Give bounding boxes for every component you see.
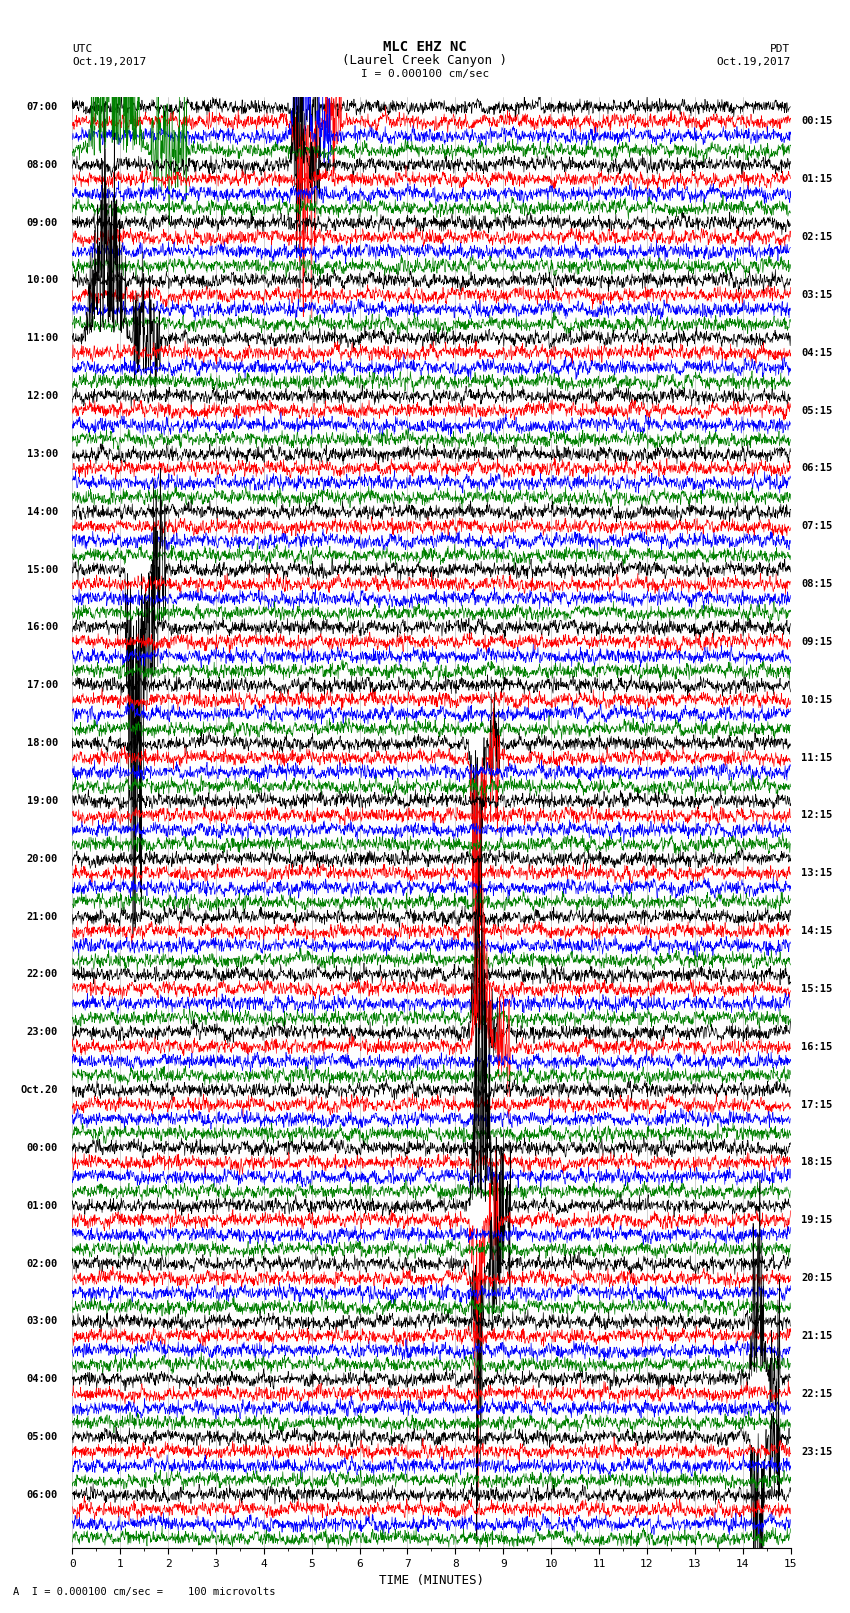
Text: 03:00: 03:00 bbox=[26, 1316, 58, 1326]
Text: 02:15: 02:15 bbox=[801, 232, 832, 242]
Text: 23:15: 23:15 bbox=[801, 1447, 832, 1457]
Text: A  I = 0.000100 cm/sec =    100 microvolts: A I = 0.000100 cm/sec = 100 microvolts bbox=[13, 1587, 275, 1597]
Text: 08:15: 08:15 bbox=[801, 579, 832, 589]
X-axis label: TIME (MINUTES): TIME (MINUTES) bbox=[379, 1574, 484, 1587]
Text: 16:15: 16:15 bbox=[801, 1042, 832, 1052]
Text: 04:00: 04:00 bbox=[26, 1374, 58, 1384]
Text: 18:00: 18:00 bbox=[26, 739, 58, 748]
Text: 20:00: 20:00 bbox=[26, 853, 58, 865]
Text: 03:15: 03:15 bbox=[801, 290, 832, 300]
Text: 02:00: 02:00 bbox=[26, 1258, 58, 1269]
Text: 00:15: 00:15 bbox=[801, 116, 832, 126]
Text: 12:00: 12:00 bbox=[26, 390, 58, 402]
Text: 23:00: 23:00 bbox=[26, 1027, 58, 1037]
Text: 11:00: 11:00 bbox=[26, 334, 58, 344]
Text: 19:00: 19:00 bbox=[26, 795, 58, 806]
Text: 10:00: 10:00 bbox=[26, 276, 58, 286]
Text: 20:15: 20:15 bbox=[801, 1273, 832, 1282]
Text: 14:15: 14:15 bbox=[801, 926, 832, 936]
Text: 00:00: 00:00 bbox=[26, 1144, 58, 1153]
Text: 22:00: 22:00 bbox=[26, 969, 58, 979]
Text: 07:15: 07:15 bbox=[801, 521, 832, 531]
Text: 15:15: 15:15 bbox=[801, 984, 832, 994]
Text: I = 0.000100 cm/sec: I = 0.000100 cm/sec bbox=[361, 69, 489, 79]
Text: Oct.19,2017: Oct.19,2017 bbox=[72, 56, 146, 66]
Text: 11:15: 11:15 bbox=[801, 753, 832, 763]
Text: 09:00: 09:00 bbox=[26, 218, 58, 227]
Text: 04:15: 04:15 bbox=[801, 348, 832, 358]
Text: PDT: PDT bbox=[770, 44, 790, 53]
Text: 14:00: 14:00 bbox=[26, 506, 58, 516]
Text: Oct.20: Oct.20 bbox=[20, 1086, 58, 1095]
Text: 15:00: 15:00 bbox=[26, 565, 58, 574]
Text: 06:15: 06:15 bbox=[801, 463, 832, 473]
Text: 21:00: 21:00 bbox=[26, 911, 58, 921]
Text: (Laurel Creek Canyon ): (Laurel Creek Canyon ) bbox=[343, 53, 507, 66]
Text: 09:15: 09:15 bbox=[801, 637, 832, 647]
Text: 13:00: 13:00 bbox=[26, 448, 58, 460]
Text: 17:15: 17:15 bbox=[801, 1100, 832, 1110]
Text: 01:00: 01:00 bbox=[26, 1200, 58, 1211]
Text: 08:00: 08:00 bbox=[26, 160, 58, 169]
Text: 01:15: 01:15 bbox=[801, 174, 832, 184]
Text: 19:15: 19:15 bbox=[801, 1215, 832, 1226]
Text: Oct.19,2017: Oct.19,2017 bbox=[717, 56, 790, 66]
Text: 16:00: 16:00 bbox=[26, 623, 58, 632]
Text: 10:15: 10:15 bbox=[801, 695, 832, 705]
Text: 05:00: 05:00 bbox=[26, 1432, 58, 1442]
Text: UTC: UTC bbox=[72, 44, 93, 53]
Text: MLC EHZ NC: MLC EHZ NC bbox=[383, 40, 467, 53]
Text: 06:00: 06:00 bbox=[26, 1490, 58, 1500]
Text: 13:15: 13:15 bbox=[801, 868, 832, 877]
Text: 12:15: 12:15 bbox=[801, 810, 832, 821]
Text: 07:00: 07:00 bbox=[26, 102, 58, 111]
Text: 17:00: 17:00 bbox=[26, 681, 58, 690]
Text: 22:15: 22:15 bbox=[801, 1389, 832, 1398]
Text: 05:15: 05:15 bbox=[801, 405, 832, 416]
Text: 18:15: 18:15 bbox=[801, 1158, 832, 1168]
Text: 21:15: 21:15 bbox=[801, 1331, 832, 1340]
